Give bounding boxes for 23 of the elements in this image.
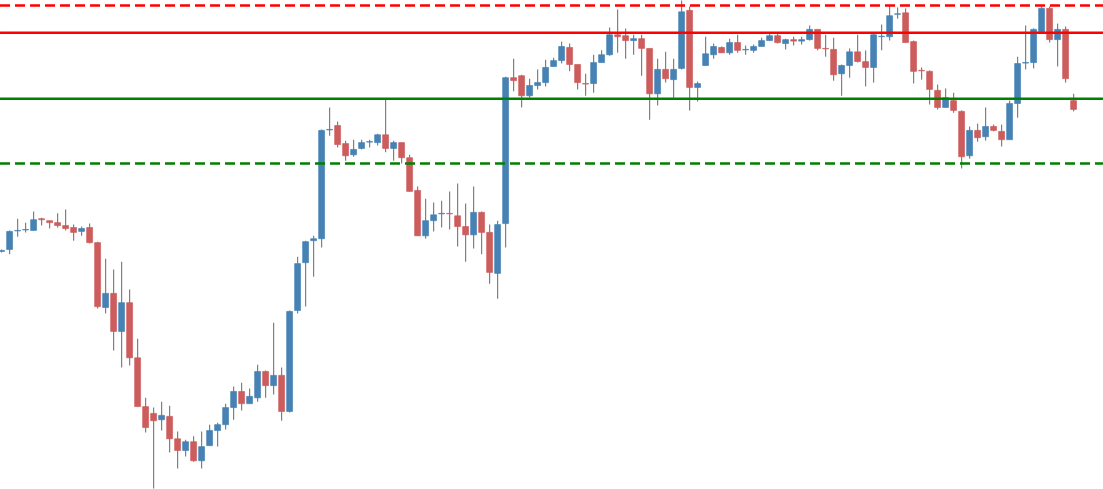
candlestick	[974, 122, 981, 143]
candlestick	[102, 258, 109, 314]
candlestick	[262, 369, 269, 399]
candlestick	[694, 80, 701, 103]
candlestick	[270, 321, 277, 395]
candlestick	[446, 190, 453, 230]
candlestick	[302, 239, 309, 308]
candlestick	[630, 34, 637, 56]
candlestick	[670, 57, 677, 99]
candlestick	[198, 430, 205, 470]
candlestick	[662, 51, 669, 84]
candlestick	[238, 382, 245, 412]
candlestick	[734, 34, 741, 54]
candlestick	[982, 106, 989, 142]
candlestick	[382, 98, 389, 153]
candlestick	[438, 199, 445, 229]
candlestick	[470, 185, 477, 249]
candlestick	[582, 73, 589, 97]
candlestick	[950, 92, 957, 114]
candlestick	[158, 401, 165, 432]
candlestick	[190, 435, 197, 463]
candlestick	[390, 139, 397, 162]
candlestick	[998, 123, 1005, 148]
